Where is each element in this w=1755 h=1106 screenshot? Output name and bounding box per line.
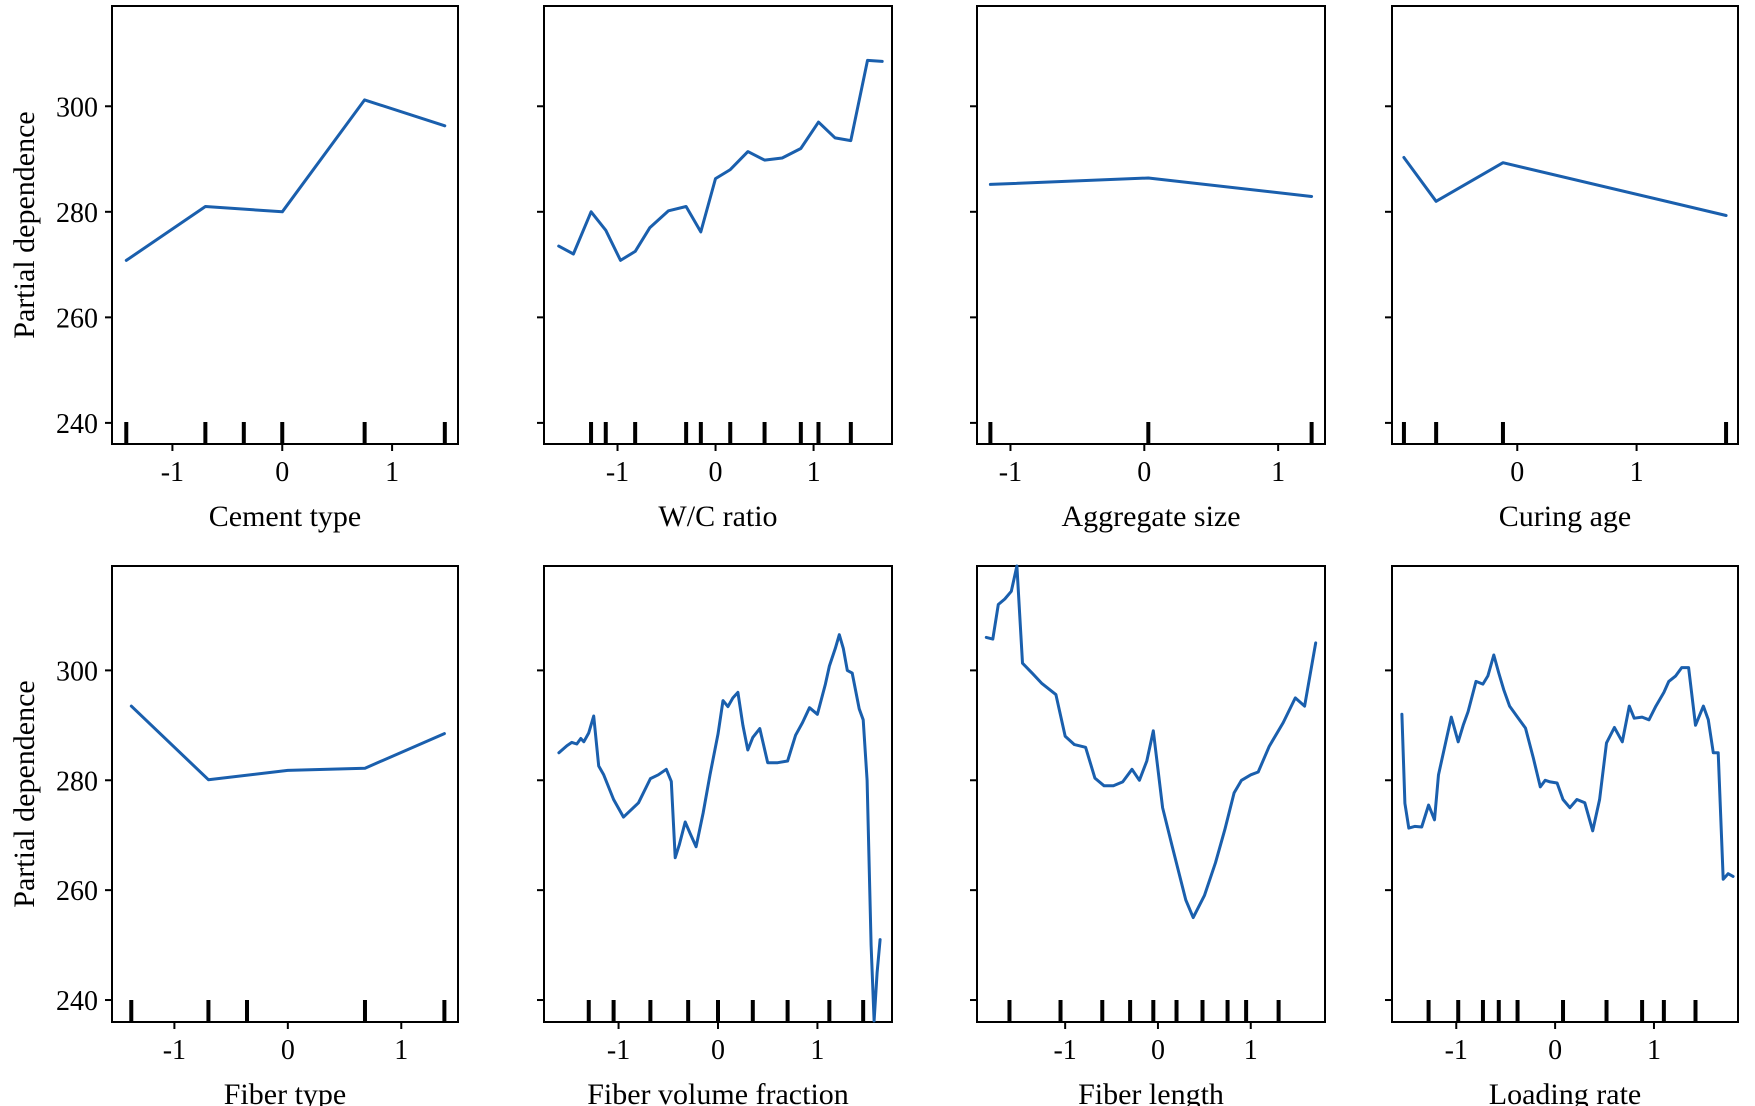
x-tick-label: 0	[1137, 457, 1151, 488]
x-tick-label: 0	[275, 457, 289, 488]
x-tick-label: 0	[1151, 1035, 1165, 1066]
y-tick-label: 260	[56, 303, 98, 334]
x-tick-label: 1	[1244, 1035, 1258, 1066]
panel-5: 240 260 280 300 -1 0 1 Fiber type Partial depend…	[8, 565, 459, 1106]
pd-series-line	[557, 58, 884, 262]
x-tick-label: 0	[1510, 457, 1524, 488]
y-tick-label: 240	[56, 986, 98, 1017]
y-tick-label: 300	[56, 656, 98, 687]
x-tick-label: -1	[163, 1035, 186, 1066]
plot-frame	[111, 5, 459, 445]
panel-6: -1 0 1 Fiber volume fraction	[537, 565, 893, 1106]
plot-frame	[1391, 5, 1739, 445]
y-axis-label: Partial dependence	[8, 111, 41, 338]
x-tick-label: 1	[385, 457, 399, 488]
y-tick-label: 280	[56, 766, 98, 797]
x-axis-label: Fiber volume fraction	[587, 1078, 849, 1106]
x-tick-label: 1	[1630, 457, 1644, 488]
x-axis-label: Loading rate	[1489, 1078, 1641, 1106]
plot-frame	[976, 5, 1326, 445]
x-tick-label: -1	[607, 1035, 630, 1066]
plot-frame	[111, 565, 459, 1023]
y-tick-label: 280	[56, 198, 98, 229]
x-tick-label: -1	[999, 457, 1022, 488]
panel-4: 0 1 Curing age	[1385, 5, 1739, 533]
panel-7: -1 0 1 Fiber length	[970, 564, 1326, 1106]
x-tick-label: 1	[1271, 457, 1285, 488]
x-tick-label: 1	[394, 1035, 408, 1066]
x-tick-label: -1	[1445, 1035, 1468, 1066]
pd-series-line	[1402, 156, 1728, 217]
pd-series-line	[988, 176, 1314, 198]
pd-series-line	[557, 633, 882, 1023]
pd-series-line	[984, 564, 1318, 920]
x-axis-label: Aggregate size	[1061, 500, 1240, 533]
x-tick-label: 0	[281, 1035, 295, 1066]
plot-frame	[976, 565, 1326, 1023]
x-tick-label: 1	[810, 1035, 824, 1066]
x-tick-label: 0	[711, 1035, 725, 1066]
pd-series-line	[124, 98, 447, 262]
plot-frame	[543, 5, 893, 445]
x-axis-label: Fiber type	[224, 1078, 346, 1106]
x-tick-label: 0	[709, 457, 723, 488]
x-axis-label: Curing age	[1499, 500, 1631, 533]
pd-series-line	[129, 704, 446, 782]
x-axis-label: W/C ratio	[658, 500, 777, 533]
y-axis-label: Partial dependence	[8, 680, 41, 907]
x-tick-label: -1	[161, 457, 184, 488]
x-tick-label: -1	[1053, 1035, 1076, 1066]
plot-frame	[1391, 565, 1739, 1023]
panel-2: -1 0 1 W/C ratio	[537, 5, 893, 533]
pd-series-line	[1400, 653, 1735, 881]
y-tick-label: 300	[56, 92, 98, 123]
x-tick-label: 1	[1647, 1035, 1661, 1066]
panel-3: -1 0 1 Aggregate size	[970, 5, 1326, 533]
x-tick-label: -1	[606, 457, 629, 488]
x-axis-label: Fiber length	[1078, 1078, 1224, 1106]
y-tick-label: 260	[56, 876, 98, 907]
x-tick-label: 0	[1548, 1035, 1562, 1066]
x-axis-label: Cement type	[209, 500, 361, 533]
x-tick-label: 1	[807, 457, 821, 488]
y-tick-label: 240	[56, 409, 98, 440]
panel-1: 240 260 280 300 -1 0 1 Cement type Partial depen…	[8, 5, 459, 533]
